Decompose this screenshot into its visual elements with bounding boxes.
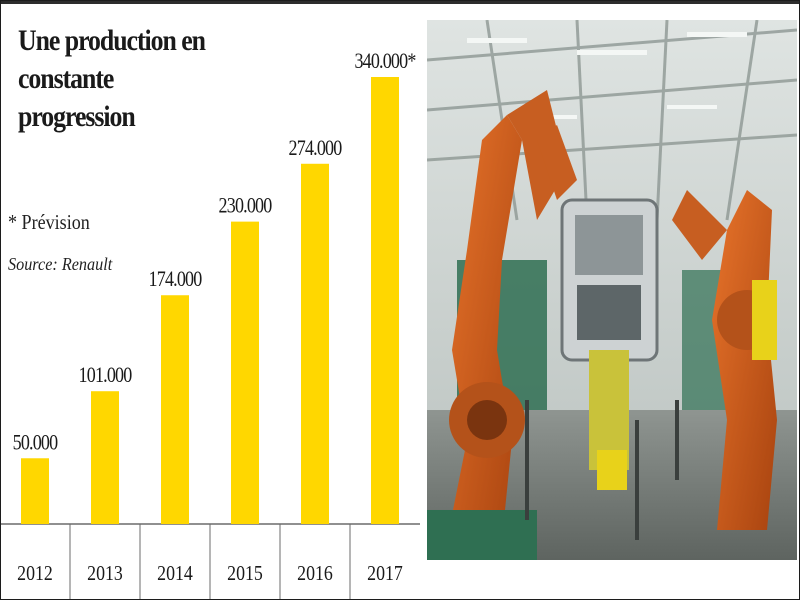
value-label-2017: 340.000*	[354, 49, 416, 73]
bar-2012	[21, 458, 49, 524]
value-label-2012: 50.000	[13, 431, 58, 455]
bar-2015	[231, 221, 259, 524]
bar-2014	[161, 295, 189, 524]
source-note: Source: Renault	[8, 254, 113, 274]
bar-2013	[91, 391, 119, 524]
bar-2017	[371, 77, 399, 524]
value-label-2016: 274.000	[289, 136, 343, 160]
value-label-2015: 230.000	[219, 194, 273, 218]
tick-label-2013: 2013	[87, 563, 123, 586]
tick-label-2016: 2016	[297, 563, 333, 586]
chart-title-line-2: progression	[18, 100, 136, 133]
tick-label-2017: 2017	[367, 563, 403, 586]
tick-label-2012: 2012	[17, 563, 53, 586]
factory-robots-photo	[427, 20, 797, 560]
bar-chart: 50.000 2012 101.000 2013 174.000 2014 230.000 2…	[0, 49, 420, 600]
tick-label-2015: 2015	[227, 563, 263, 586]
chart-title: Une production en constante progression	[18, 22, 276, 136]
value-label-2013: 101.000	[79, 364, 133, 388]
chart-title-line-1: Une production en constante	[18, 24, 206, 95]
bar-2016	[301, 163, 329, 525]
tick-label-2014: 2014	[157, 563, 193, 586]
value-label-2014: 174.000	[149, 268, 203, 292]
chart-panel: Une production en constante progression …	[0, 22, 420, 600]
top-rule	[0, 0, 800, 4]
forecast-note: * Prévision	[8, 210, 90, 234]
